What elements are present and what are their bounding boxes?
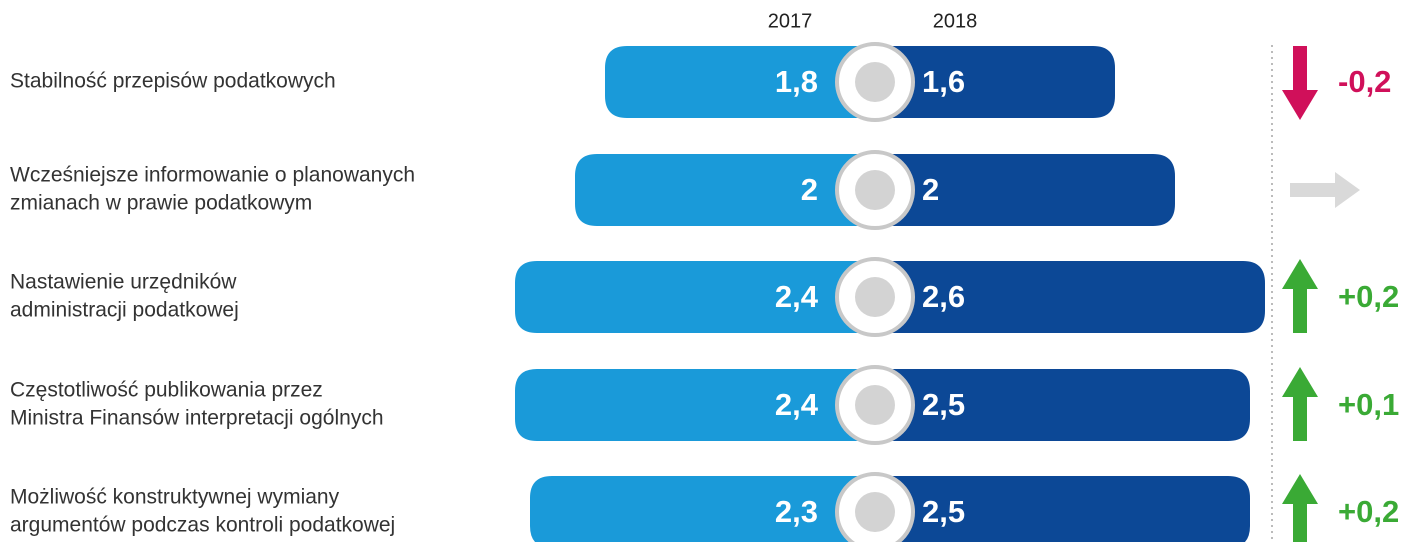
change-arrow [1282,367,1318,441]
value-label: 1,6 [922,64,965,99]
change-label: +0,1 [1338,387,1399,422]
category-label: argumentów podczas kontroli podatkowej [10,514,395,537]
bar [875,154,1175,226]
category-label: Wcześniejsze informowanie o planowanych [10,164,415,187]
series-label: 2017 [768,10,813,32]
change-label: +0,2 [1338,494,1399,529]
value-label: 2,3 [775,494,818,529]
bar [530,476,875,542]
category-label: Częstotliwość publikowania przez [10,379,323,402]
category-label: Ministra Finansów interpretacji ogólnych [10,407,384,430]
bar [515,369,875,441]
change-label: -0,2 [1338,64,1391,99]
change-label: +0,2 [1338,279,1399,314]
value-label: 2,5 [922,387,965,422]
bar [875,476,1250,542]
bar [875,46,1115,118]
category-label: Stabilność przepisów podatkowych [10,70,336,93]
change-arrow [1282,259,1318,333]
category-label: zmianach w prawie podatkowym [10,192,312,215]
icon [855,170,895,210]
icon [855,385,895,425]
bar [575,154,875,226]
value-label: 2,4 [775,279,819,314]
icon [855,277,895,317]
value-label: 2,4 [775,387,819,422]
icon [855,492,895,532]
value-label: 2,5 [922,494,965,529]
bar [515,261,875,333]
category-label: Możliwość konstruktywnej wymiany [10,486,340,509]
value-label: 2 [922,172,939,207]
bar [875,261,1265,333]
change-arrow [1282,46,1318,120]
change-arrow [1290,172,1360,208]
value-label: 2,6 [922,279,965,314]
category-label: administracji podatkowej [10,299,239,322]
change-arrow [1282,474,1318,542]
bar [875,369,1250,441]
icon [855,62,895,102]
series-label: 2018 [933,10,978,32]
category-label: Nastawienie urzędników [10,271,237,294]
value-label: 1,8 [775,64,818,99]
bar [605,46,875,118]
value-label: 2 [801,172,818,207]
